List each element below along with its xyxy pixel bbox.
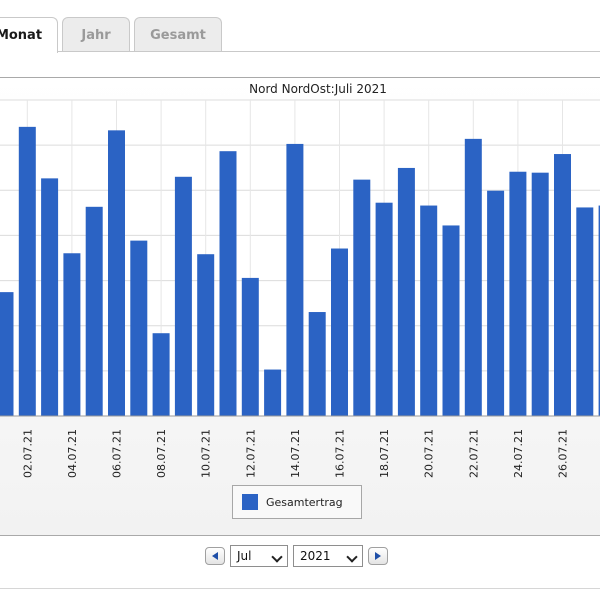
chevron-down-icon <box>346 551 358 563</box>
bar <box>531 172 549 416</box>
tab-label: Gesamt <box>150 27 206 43</box>
tab-monat[interactable]: Monat <box>0 17 58 53</box>
bar <box>264 369 282 416</box>
bar <box>331 248 348 416</box>
bar <box>420 205 438 416</box>
tick-label: 08.07.21 <box>155 429 168 478</box>
tick-label: 12.07.21 <box>244 429 257 478</box>
next-month-button[interactable] <box>368 547 388 565</box>
bar <box>197 254 215 416</box>
bar <box>464 138 482 417</box>
bar <box>41 178 59 416</box>
arrow-right-icon <box>375 552 381 560</box>
tab-gesamt[interactable]: Gesamt <box>134 17 222 52</box>
bar <box>18 126 36 417</box>
bar <box>286 143 304 416</box>
bar <box>353 179 371 416</box>
tab-label: Jahr <box>81 27 111 43</box>
tick-label: 20.07.21 <box>423 429 436 478</box>
bar <box>152 333 170 416</box>
legend-label: Gesamtertrag <box>266 495 343 509</box>
bar <box>576 207 594 416</box>
bar <box>442 225 460 416</box>
tab-label: Monat <box>0 28 43 43</box>
tick-label: 10.07.21 <box>200 429 213 478</box>
year-select[interactable]: 2021 <box>293 545 363 567</box>
tab-underline <box>0 51 600 52</box>
tab-bar: Monat Jahr Gesamt <box>0 0 600 53</box>
bar <box>174 176 192 416</box>
chart-title: Nord NordOst:Juli 2021 <box>249 82 387 96</box>
bar <box>554 154 571 416</box>
bar <box>308 312 326 416</box>
chevron-down-icon <box>271 551 283 563</box>
arrow-left-icon <box>212 552 218 560</box>
bar <box>397 167 415 416</box>
chart-legend: Gesamtertrag <box>232 485 362 519</box>
tick-label: 02.07.21 <box>21 429 34 478</box>
tick-label: 26.07.21 <box>557 429 570 478</box>
bottom-divider <box>0 588 600 589</box>
bar <box>375 202 393 416</box>
bar <box>219 151 237 416</box>
tick-label: 24.07.21 <box>512 429 525 478</box>
tick-label: 06.07.21 <box>111 429 124 478</box>
tab-jahr[interactable]: Jahr <box>62 17 130 52</box>
bar <box>241 277 259 416</box>
bar <box>108 130 125 416</box>
bar <box>598 205 600 416</box>
bar <box>0 292 14 416</box>
month-select[interactable]: Jul <box>230 545 288 567</box>
year-value: 2021 <box>300 549 331 563</box>
tick-label: 22.07.21 <box>467 429 480 478</box>
month-value: Jul <box>237 549 252 563</box>
bar <box>130 240 148 416</box>
bar <box>509 171 527 416</box>
legend-swatch <box>242 494 258 510</box>
bar <box>63 253 81 416</box>
bar <box>487 190 505 416</box>
tick-label: 16.07.21 <box>334 429 347 478</box>
bar <box>85 206 103 416</box>
tick-label: 18.07.21 <box>378 429 391 478</box>
previous-month-button[interactable] <box>205 547 225 565</box>
tick-label: 04.07.21 <box>66 429 79 478</box>
tick-label: 14.07.21 <box>289 429 302 478</box>
